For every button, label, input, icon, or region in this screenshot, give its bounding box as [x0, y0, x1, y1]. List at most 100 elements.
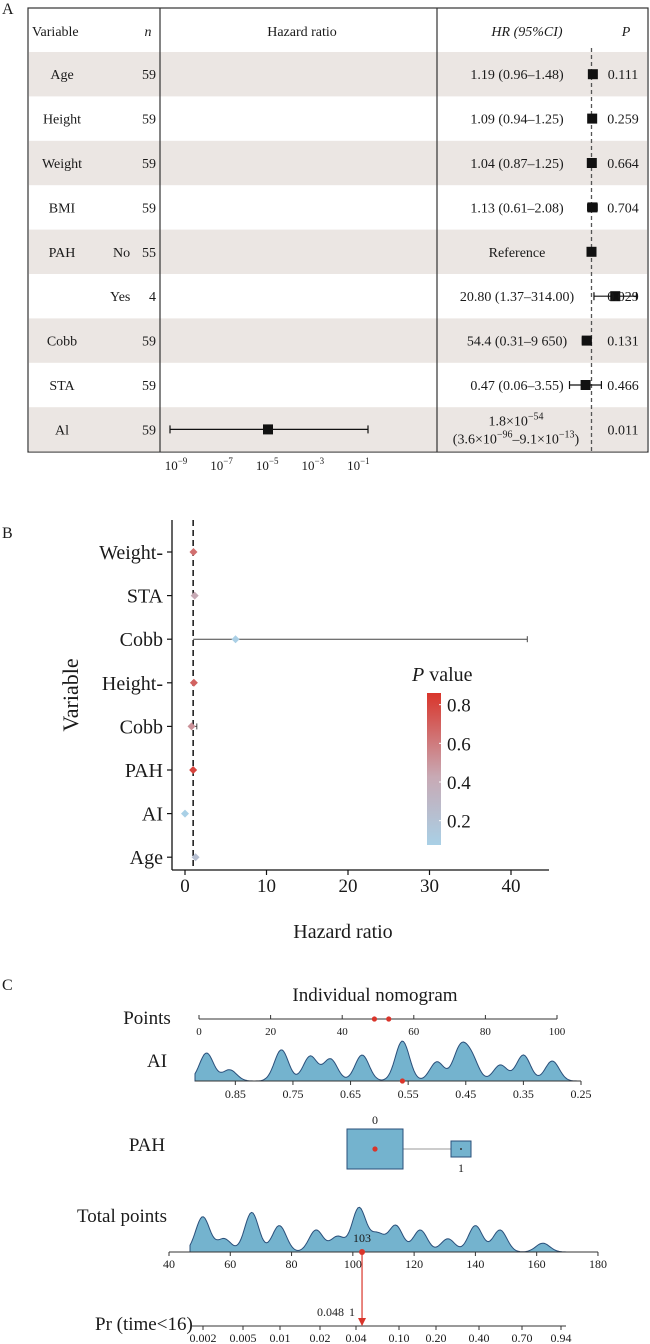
row-n: 59 [142, 68, 156, 83]
ai-tick-label: 0.25 [571, 1087, 592, 1101]
row-n: 59 [142, 201, 156, 216]
row-hr-text: Reference [489, 246, 546, 261]
legend-tick-label: 0.8 [447, 696, 471, 717]
row-n: 59 [142, 157, 156, 172]
row-subgroup: Yes [110, 290, 130, 305]
table-border [27, 7, 649, 453]
tick-base: 10 [165, 458, 178, 473]
row-variable: Cobb [47, 335, 77, 350]
panel-label-c: C [2, 977, 13, 994]
ai-label: AI [147, 1051, 167, 1072]
x-tick-label: 0 [180, 876, 190, 897]
hr-point [231, 635, 240, 644]
total-tick-label: 80 [286, 1257, 298, 1271]
row-hr-text: 20.80 (1.37–314.00) [460, 290, 575, 305]
row-variable: Age [50, 68, 73, 83]
row-p: 0.466 [607, 379, 639, 394]
row-p: 0.011 [608, 423, 639, 438]
total-tick-label: 60 [224, 1257, 236, 1271]
ai-density [194, 1040, 581, 1082]
hr-point [587, 113, 598, 124]
points-label: Points [123, 1008, 171, 1029]
row-shade [29, 229, 647, 274]
probability-tick-label: 0.20 [426, 1331, 447, 1344]
ai-tick-label: 0.85 [225, 1087, 246, 1101]
y-tick-label: Weight- [99, 542, 163, 564]
y-tick-label: Cobb [120, 716, 163, 738]
ci-part: ) [575, 432, 580, 447]
row-shade [29, 318, 647, 363]
ai-marker [399, 1078, 406, 1084]
ci-part: –9.1×10 [511, 432, 558, 447]
x-tick-label: 30 [420, 876, 439, 897]
row-hr-text: 1.09 (0.94–1.25) [470, 113, 564, 128]
legend-colorbar [427, 693, 441, 845]
total-tick-label: 140 [466, 1257, 484, 1271]
row-n: 59 [142, 113, 156, 128]
row-n: 59 [142, 335, 156, 350]
hr-point [189, 766, 198, 774]
y-tick-label: STA [127, 586, 164, 608]
probability-tick-label: 0.04 [346, 1331, 367, 1344]
row-shade [29, 52, 647, 97]
probability-tick-label: 0.01 [270, 1331, 291, 1344]
hr-base: 1.8×10 [488, 414, 527, 429]
hr-point [263, 424, 273, 435]
panel-label-a: A [2, 1, 14, 18]
ci-exp: −96 [497, 429, 513, 440]
hr-point [587, 69, 598, 80]
row-hr-text: 0.47 (0.06–3.55) [470, 379, 564, 394]
y-axis-title: Variable [58, 658, 83, 731]
total-tick-label: 160 [528, 1257, 546, 1271]
probability-tick-label: 0.40 [469, 1331, 490, 1344]
x-tick-label: 10−5 [256, 456, 279, 473]
total-tick-label: 120 [405, 1257, 423, 1271]
row-hr-text: 1.8×10−54 [488, 411, 543, 429]
x-axis-title: Hazard ratio [293, 921, 392, 943]
hr-point [586, 246, 597, 257]
ai-tick-label: 0.75 [282, 1087, 303, 1101]
hr-point [189, 548, 198, 556]
pah-label: PAH [129, 1135, 166, 1156]
hr-point [191, 853, 200, 862]
x-tick-label: 20 [339, 876, 358, 897]
pah-dot [460, 1148, 462, 1150]
row-n: 59 [142, 423, 156, 438]
row-p: 0.131 [607, 335, 639, 350]
tick-base: 10 [256, 458, 269, 473]
legend-tick-label: 0.4 [447, 773, 471, 794]
header-hazard-ratio: Hazard ratio [267, 25, 337, 40]
x-tick-label: 10−9 [165, 456, 188, 473]
points-tick-label: 80 [480, 1026, 492, 1038]
legend-tick-label: 0.6 [447, 734, 471, 755]
tick-base: 10 [210, 458, 223, 473]
legend-title: P value [411, 664, 473, 686]
row-hr-text: 1.04 (0.87–1.25) [470, 157, 564, 172]
x-tick-label: 40 [502, 876, 521, 897]
points-tick-label: 100 [549, 1026, 566, 1038]
hr-point [190, 591, 199, 600]
panel-b: B 0 10 20 30 40 Hazard ratio Variable Weight- STA… [2, 520, 549, 943]
probability-tick-label: 0.10 [389, 1331, 410, 1344]
points-marker [386, 1016, 392, 1022]
total-value-label: 103 [353, 1231, 371, 1245]
points-tick-label: 60 [408, 1026, 420, 1038]
ci-exp: −13 [559, 429, 575, 440]
probability-tick-label: 0.70 [512, 1331, 533, 1344]
y-tick-label: PAH [125, 760, 163, 782]
row-hr-text: 54.4 (0.31–9 650) [467, 335, 568, 350]
panel-c: C Individual nomogram Points 0 20 40 60 80 100 AI… [2, 977, 607, 1344]
row-n: 59 [142, 379, 156, 394]
row-n: 4 [149, 290, 156, 305]
row-shade [29, 140, 647, 186]
row-hr-text: 1.13 (0.61–2.08) [470, 201, 564, 216]
tick-exp: −5 [269, 456, 279, 466]
row-n: 55 [142, 246, 156, 261]
row-p: 0.029 [607, 290, 639, 305]
row-subgroup: No [113, 246, 130, 261]
header-variable: Variable [32, 25, 79, 40]
hr-point [586, 158, 597, 168]
tick-exp: −9 [178, 456, 188, 466]
total-marker [359, 1249, 366, 1255]
hr-point [189, 678, 198, 687]
